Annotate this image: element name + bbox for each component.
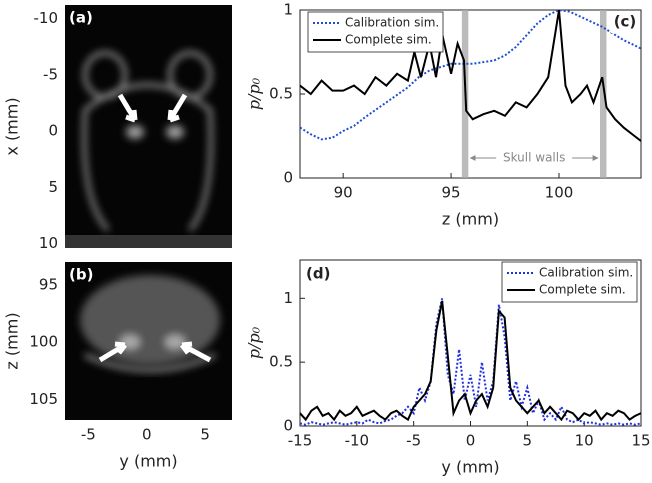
panel-label: (d) [306, 265, 330, 283]
x-tick-label: 10 [575, 432, 594, 450]
y-tick-label: 105 [29, 390, 58, 408]
y-tick-label: 1 [283, 289, 293, 307]
panel-label: (a) [69, 9, 93, 27]
y-tick-label: -10 [34, 9, 59, 27]
y-tick-label: 95 [39, 275, 58, 293]
legend-label: Calibration sim. [539, 266, 633, 280]
x-tick-label: -15 [288, 432, 313, 450]
skull-wall [599, 10, 607, 178]
y-tick-label: 10 [39, 234, 58, 252]
annotation: Skull walls [503, 151, 565, 165]
legend-label: Complete sim. [539, 283, 626, 297]
x-tick-label: 5 [523, 432, 533, 450]
y-axis-label: x (mm) [3, 97, 22, 155]
series-line [300, 298, 641, 426]
y-tick-label: 0 [48, 122, 58, 140]
y-axis-label: p/p₀ [245, 326, 264, 359]
x-tick-label: -5 [81, 426, 96, 444]
x-tick-label: 0 [466, 432, 476, 450]
y-tick-label: 0 [283, 169, 293, 187]
y-axis-label: z (mm) [3, 312, 22, 369]
legend-box [501, 261, 638, 303]
legend-label: Complete sim. [345, 33, 432, 47]
y-tick-label: 5 [48, 178, 58, 196]
x-axis-label: y (mm) [441, 458, 499, 477]
legend-box [307, 11, 444, 53]
series-line [300, 10, 641, 142]
x-tick-label: 100 [545, 184, 574, 202]
legend-label: Calibration sim. [345, 16, 439, 30]
series-line [300, 300, 641, 422]
x-tick-label: 5 [200, 426, 210, 444]
x-tick-label: -10 [345, 432, 370, 450]
panel-label: (b) [69, 266, 93, 284]
y-tick-label: 0.5 [269, 85, 293, 103]
x-tick-label: 0 [142, 426, 152, 444]
y-tick-label: -5 [43, 65, 58, 83]
y-tick-label: 0.5 [269, 353, 293, 371]
x-axis-label: y (mm) [119, 452, 177, 471]
y-tick-label: 0 [283, 417, 293, 435]
x-tick-label: 90 [334, 184, 353, 202]
x-tick-label: 15 [631, 432, 650, 450]
panel-label: (c) [614, 13, 637, 31]
image-a [65, 5, 232, 248]
x-tick-label: 95 [442, 184, 461, 202]
x-tick-label: -5 [406, 432, 421, 450]
y-tick-label: 100 [29, 333, 58, 351]
y-axis-label: p/p₀ [245, 77, 264, 110]
x-axis-label: z (mm) [442, 210, 499, 229]
series-line [300, 10, 641, 141]
image-b [65, 262, 232, 420]
y-tick-label: 1 [283, 1, 293, 19]
panel-label-box [611, 11, 639, 33]
